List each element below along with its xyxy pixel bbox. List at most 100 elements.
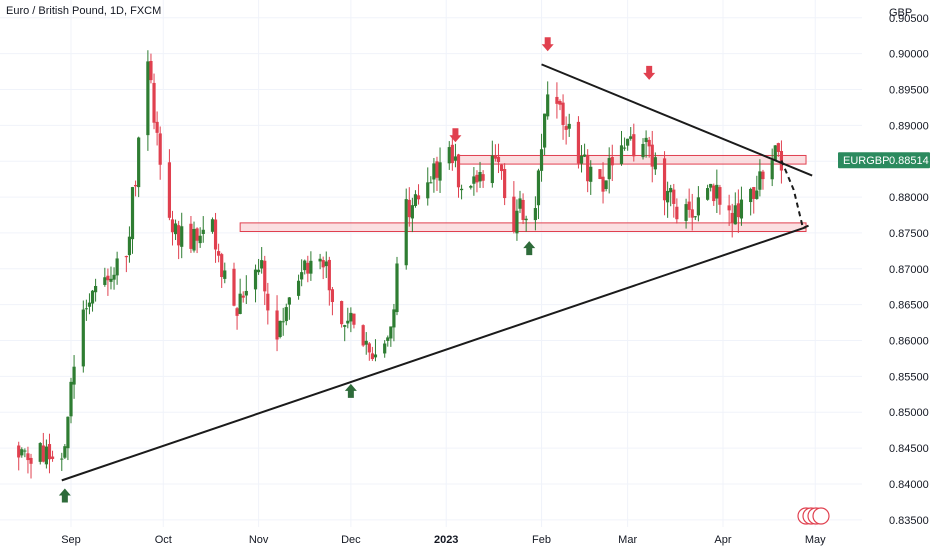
candle xyxy=(60,452,64,471)
candle xyxy=(257,258,261,275)
candle xyxy=(167,149,172,221)
candle xyxy=(469,184,473,190)
price-axis[interactable]: GBP 0.905000.900000.895000.890000.885000… xyxy=(889,7,929,527)
candle xyxy=(17,441,21,471)
candle xyxy=(749,187,753,216)
candle xyxy=(706,184,710,201)
price-tick-label: 0.87500 xyxy=(889,228,929,240)
time-axis[interactable]: Sep Oct Nov Dec 2023 Feb Mar Apr May xyxy=(61,534,826,546)
candle xyxy=(561,94,565,140)
candle xyxy=(41,432,45,463)
candle xyxy=(373,339,378,362)
candle xyxy=(109,266,113,290)
candle xyxy=(687,188,691,218)
candle xyxy=(496,143,501,174)
candle xyxy=(586,149,590,193)
candle xyxy=(69,377,73,424)
candle xyxy=(66,416,70,461)
candle xyxy=(318,253,322,270)
candle xyxy=(173,219,178,241)
price-tick-label: 0.90000 xyxy=(889,49,929,61)
candle xyxy=(675,198,679,224)
last-price-tag: EURGBP 0.88514 xyxy=(838,152,930,169)
candle xyxy=(650,130,654,183)
candle xyxy=(622,137,627,151)
candle xyxy=(564,116,568,145)
candle xyxy=(260,247,264,274)
candle xyxy=(155,111,159,146)
candle xyxy=(386,335,390,347)
grid xyxy=(0,0,862,527)
candle xyxy=(641,138,645,160)
candle xyxy=(26,446,30,474)
price-tick-label: 0.86500 xyxy=(889,300,929,312)
candle xyxy=(90,289,95,312)
candle xyxy=(413,190,418,208)
candle xyxy=(475,170,479,193)
candle xyxy=(653,152,657,175)
candle xyxy=(493,144,498,162)
candle xyxy=(690,193,694,231)
candle xyxy=(383,340,387,358)
candle xyxy=(198,227,202,248)
candle xyxy=(499,163,504,180)
candle xyxy=(567,113,571,137)
candle xyxy=(432,158,436,193)
candle xyxy=(632,123,636,162)
candle xyxy=(370,346,374,361)
candle xyxy=(253,264,258,303)
arrow-down-icon xyxy=(449,128,462,143)
candle xyxy=(84,299,88,321)
candle xyxy=(137,136,141,198)
candle xyxy=(309,251,313,281)
candle xyxy=(718,184,722,215)
candle xyxy=(220,252,224,288)
candle xyxy=(629,126,633,141)
candle xyxy=(389,326,393,347)
candle xyxy=(410,197,414,233)
candle xyxy=(149,53,153,84)
candle xyxy=(349,307,353,333)
candle xyxy=(112,267,116,290)
arrow-up-icon xyxy=(523,241,536,256)
candle xyxy=(346,307,350,329)
projection-path xyxy=(780,160,813,230)
candle xyxy=(133,180,138,197)
candle xyxy=(213,212,218,263)
candle xyxy=(776,142,780,157)
candle xyxy=(94,278,98,302)
candle xyxy=(416,184,421,205)
candle xyxy=(696,186,700,222)
price-tick-label: 0.89500 xyxy=(889,84,929,96)
candle xyxy=(693,216,697,221)
trendline[interactable] xyxy=(61,226,807,482)
candle xyxy=(72,355,76,399)
candle xyxy=(284,303,288,326)
price-tag-symbol: EURGBP xyxy=(843,155,889,167)
candle xyxy=(395,256,399,316)
candle xyxy=(601,162,605,204)
candle xyxy=(456,153,461,198)
price-tag-value: 0.88514 xyxy=(889,155,929,167)
candle xyxy=(758,159,762,197)
candle xyxy=(503,163,507,206)
time-tick-label: Nov xyxy=(249,534,269,546)
candle xyxy=(579,145,584,173)
price-tick-label: 0.87000 xyxy=(889,264,929,276)
arrow-up-icon xyxy=(344,383,357,398)
candle xyxy=(223,262,227,284)
candle xyxy=(524,215,528,232)
candle xyxy=(38,442,42,465)
candle xyxy=(281,307,285,336)
candle xyxy=(238,278,242,315)
candle xyxy=(321,256,325,280)
candle xyxy=(515,199,519,241)
trendline[interactable] xyxy=(541,63,813,177)
candle xyxy=(275,295,279,352)
candle xyxy=(770,148,774,187)
candle xyxy=(521,193,525,225)
time-tick-label: Oct xyxy=(155,534,172,546)
candle xyxy=(50,450,55,462)
currency-label: GBP xyxy=(889,7,912,19)
